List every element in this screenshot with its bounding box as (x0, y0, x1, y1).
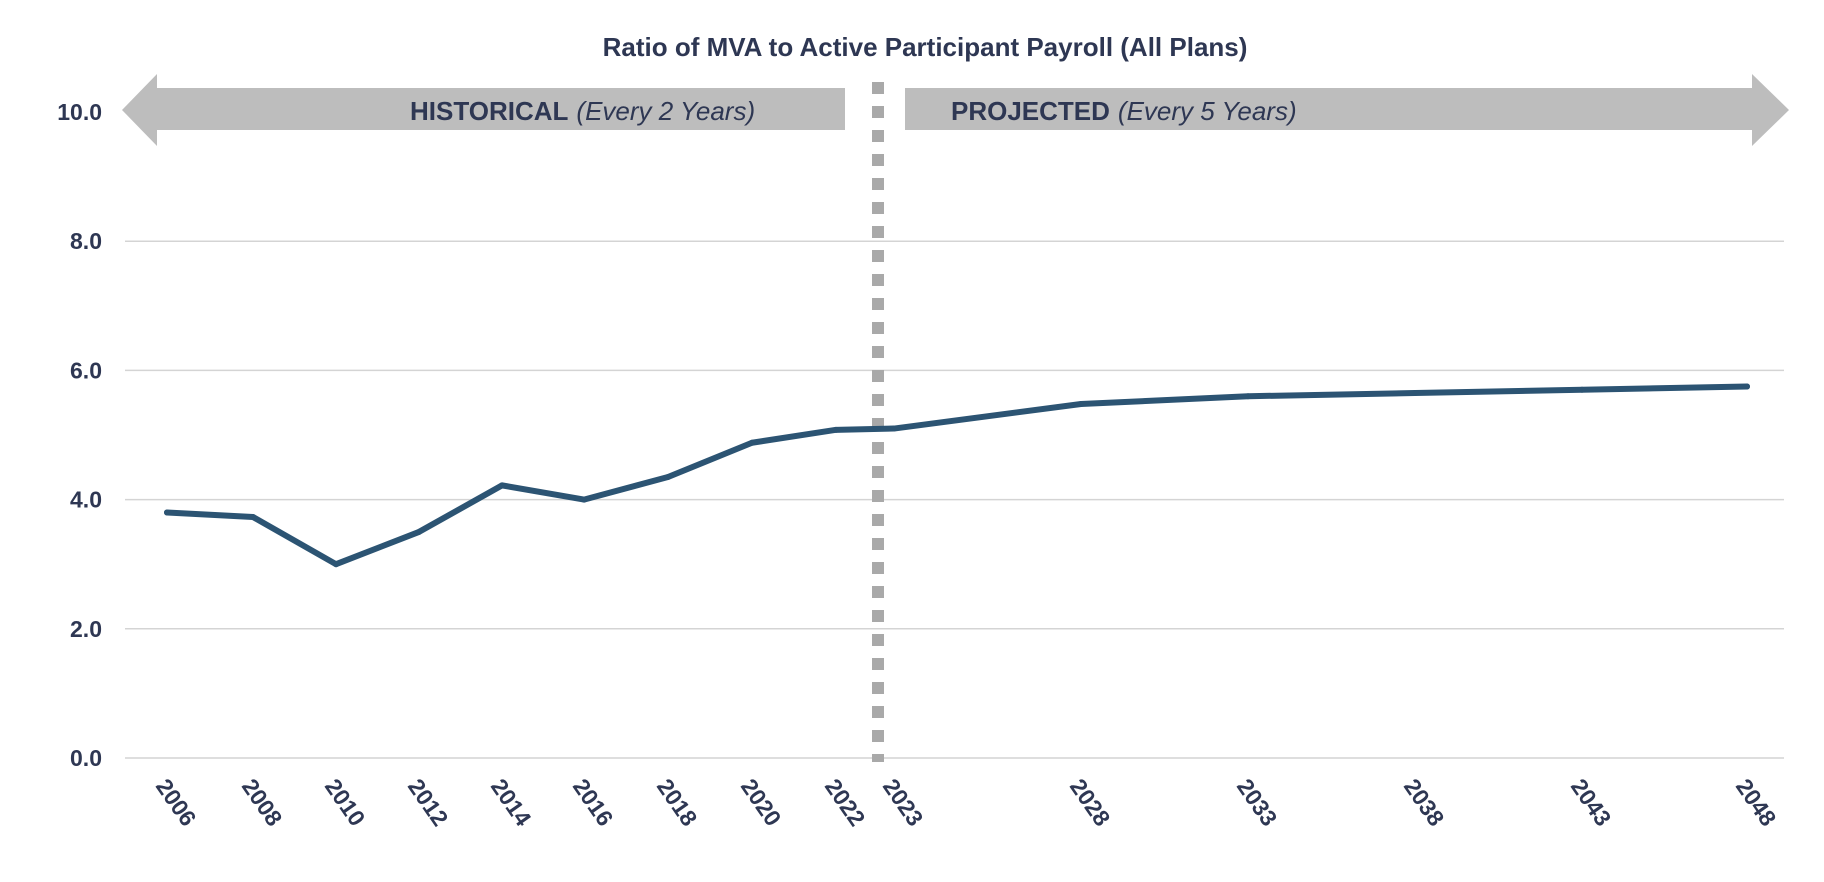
series-line (164, 383, 1750, 568)
historical-band-arrow (122, 74, 845, 146)
x-tick-label: 2006 (151, 774, 202, 831)
data-point-2018 (665, 473, 671, 480)
historical-label: HISTORICAL (Every 2 Years) (410, 96, 755, 126)
y-tick-label: 2.0 (70, 616, 102, 642)
data-point-2038 (1412, 390, 1418, 397)
data-point-2020 (749, 439, 755, 446)
x-tick-label: 2023 (878, 774, 929, 831)
projected-label-note: (Every 5 Years) (1118, 96, 1297, 126)
y-tick-label: 4.0 (70, 487, 102, 513)
x-tick-label: 2012 (403, 774, 454, 831)
x-tick-label: 2028 (1065, 774, 1116, 831)
gridlines (125, 240, 1784, 759)
projected-label-title: PROJECTED (951, 96, 1110, 126)
chart-title: Ratio of MVA to Active Participant Payro… (603, 32, 1248, 62)
x-tick-label: 2038 (1399, 774, 1450, 831)
data-point-2033 (1245, 393, 1251, 400)
period-bands: HISTORICAL (Every 2 Years) PROJECTED (Every… (122, 74, 1789, 146)
data-point-2043 (1579, 386, 1585, 393)
data-point-2023 (891, 425, 897, 432)
data-point-2014 (499, 482, 505, 489)
x-axis-ticks: 2006 2008 2010 2012 2014 2016 2018 2020 2022 2023… (151, 774, 1782, 831)
y-axis-ticks: 0.0 2.0 4.0 6.0 8.0 10.0 (57, 99, 102, 771)
x-tick-label: 2033 (1232, 774, 1283, 831)
data-point-2010 (333, 561, 339, 568)
y-tick-label: 0.0 (70, 745, 102, 771)
data-point-2006 (164, 509, 170, 516)
x-tick-label: 2010 (320, 774, 371, 831)
data-point-2012 (416, 528, 422, 535)
data-point-2028 (1078, 400, 1084, 407)
x-tick-label: 2016 (568, 774, 619, 831)
x-tick-label: 2048 (1731, 774, 1782, 831)
y-tick-label: 10.0 (57, 99, 102, 125)
x-tick-label: 2014 (486, 774, 537, 831)
x-tick-label: 2008 (237, 774, 288, 831)
historical-label-title: HISTORICAL (410, 96, 569, 126)
historical-label-note: (Every 2 Years) (576, 96, 755, 126)
projected-band-arrow (905, 74, 1789, 146)
x-tick-label: 2022 (820, 774, 871, 831)
series-layer (164, 383, 1750, 568)
x-tick-label: 2043 (1566, 774, 1617, 831)
x-tick-label: 2020 (736, 774, 787, 831)
data-point-2008 (250, 514, 256, 521)
y-tick-label: 6.0 (70, 357, 102, 383)
data-point-2022 (833, 426, 839, 433)
x-tick-label: 2018 (652, 774, 703, 831)
projected-label: PROJECTED (Every 5 Years) (951, 96, 1297, 126)
data-point-2048 (1744, 383, 1750, 390)
data-point-2016 (581, 496, 587, 503)
y-tick-label: 8.0 (70, 228, 102, 254)
